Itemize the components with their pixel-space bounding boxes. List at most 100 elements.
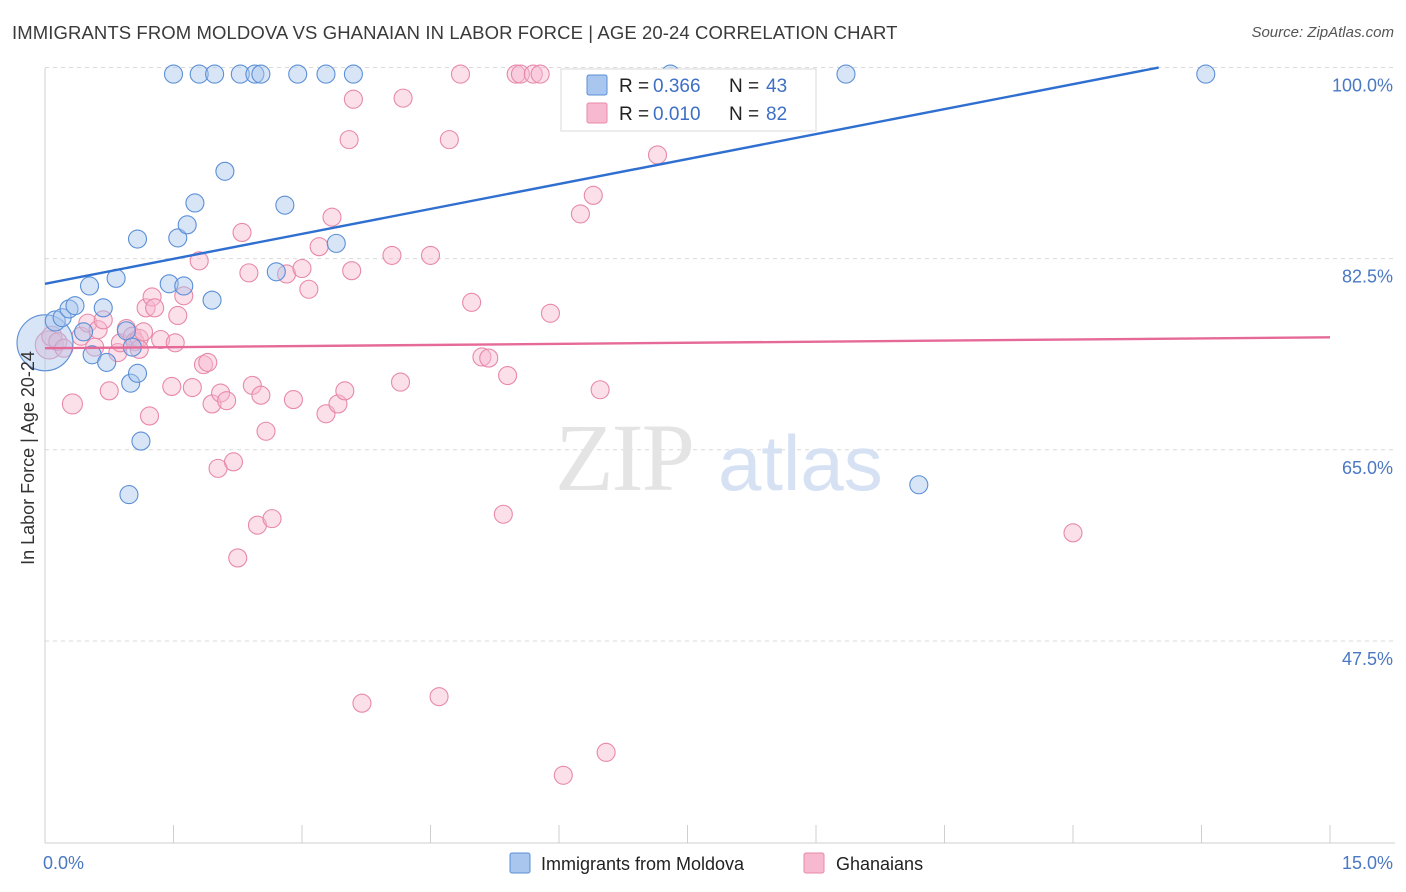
moldova-trend-line [44, 66, 1159, 285]
ghanaian-point [439, 130, 459, 150]
ghanaian-point [162, 376, 182, 397]
moldova-point [185, 193, 205, 213]
ghanaian-point [530, 64, 550, 84]
ghanaian-point [393, 88, 413, 108]
moldova-point [316, 64, 336, 84]
legend-r-value-2: 0.010 [653, 104, 701, 125]
ghanaian-point [133, 322, 154, 342]
watermark-atlas: atlas [718, 419, 883, 507]
moldova-point [159, 274, 179, 294]
moldova-point [131, 431, 151, 451]
moldova-point [127, 229, 148, 249]
series-legend-blue-swatch [509, 852, 531, 874]
trend-lines [44, 66, 1331, 350]
legend-blue-swatch [586, 74, 608, 96]
ghanaian-point [309, 237, 329, 257]
chart-source: Source: ZipAtlas.com [1251, 24, 1394, 41]
ghanaian-point [168, 305, 188, 326]
chart-title: IMMIGRANTS FROM MOLDOVA VS GHANAIAN IN L… [12, 22, 898, 43]
watermark: ZIP atlas [555, 404, 883, 511]
ghanaian-point [78, 313, 98, 333]
legend-r-label-1: R = [619, 76, 649, 97]
ghanaian-point [570, 204, 590, 224]
ghanaian-point [506, 64, 526, 84]
moldova-point [177, 215, 197, 235]
ghanaian-point [590, 380, 610, 400]
moldova-point [174, 276, 194, 296]
moldova-point [245, 64, 265, 84]
ghanaian-point [498, 365, 518, 386]
ghanaian-point [256, 421, 276, 441]
ghanaian-point [540, 303, 560, 323]
axes [44, 68, 1395, 844]
moldova-points [16, 64, 1216, 505]
ghanaian-point [352, 693, 372, 713]
stats-legend: R = 0.366 N = 43 R = 0.010 N = 82 [560, 68, 817, 132]
ghanaian-point [61, 393, 83, 415]
ghanaian-point [189, 251, 209, 271]
series-legend-ghanaians: Ghanaians [836, 854, 923, 874]
ghanaian-point [322, 207, 342, 227]
y-tick-label: 47.5% [1342, 649, 1393, 669]
legend-n-label-2: N = [729, 104, 759, 125]
ghanaian-point [299, 279, 319, 299]
y-tick-label: 82.5% [1342, 267, 1393, 287]
ghanaian-point [292, 258, 312, 279]
ghanaian-point [479, 348, 499, 368]
ghanaian-point [151, 329, 171, 350]
ghanaian-point [139, 406, 160, 426]
y-axis-title: In Labor Force | Age 20-24 [18, 351, 38, 565]
moldova-point [266, 262, 286, 282]
moldova-point [121, 373, 141, 393]
moldova-point [288, 64, 308, 84]
ghanaian-point [335, 381, 355, 401]
moldova-point [93, 298, 113, 318]
moldova-point [119, 485, 139, 505]
ghanaian-point [88, 320, 108, 340]
ghanaian-point [217, 391, 237, 411]
ghanaian-point [129, 339, 149, 359]
ghanaian-point [182, 378, 202, 398]
ghanaian-point [420, 245, 441, 265]
ghanaian-point [228, 548, 248, 568]
y-tick-label: 65.0% [1342, 458, 1393, 478]
moldova-point [215, 161, 235, 181]
ghanaian-point [251, 385, 271, 405]
ghanaian-point [553, 765, 573, 785]
moldova-point [127, 363, 148, 383]
ghanaian-point [211, 383, 231, 403]
ghanaian-point [382, 245, 402, 265]
moldova-point [343, 64, 363, 84]
ghanaian-point [342, 261, 362, 281]
ghanaian-point [472, 347, 492, 367]
moldova-point [326, 233, 346, 253]
moldova-point [1196, 64, 1216, 84]
series-legend-moldova: Immigrants from Moldova [541, 854, 745, 874]
ghanaian-point [493, 504, 513, 524]
moldova-point [205, 64, 225, 84]
grid-lines [45, 67, 1395, 642]
legend-n-value-1: 43 [766, 76, 787, 97]
ghanaian-point [223, 452, 244, 472]
ghanaian-point [239, 263, 259, 283]
moldova-point [59, 299, 79, 319]
x-tick-label-min: 0.0% [43, 853, 84, 873]
moldova-point [202, 290, 222, 310]
watermark-zip: ZIP [555, 404, 693, 511]
legend-pink-swatch [586, 102, 608, 124]
moldova-point [74, 322, 94, 342]
legend-n-value-2: 82 [766, 104, 787, 125]
moldova-point [16, 314, 74, 372]
ghanaian-point [343, 89, 363, 109]
ghanaian-point [262, 509, 282, 529]
y-tick-labels: 47.5% 65.0% 82.5% 100.0% [1332, 76, 1393, 669]
ghanaian-point [232, 222, 252, 243]
moldova-point [275, 195, 295, 215]
y-tick-label: 100.0% [1332, 76, 1393, 96]
ghanaian-trend-line [44, 336, 1331, 350]
ghanaian-point [390, 372, 411, 392]
moldova-point [116, 321, 136, 341]
ghanaian-point [99, 381, 119, 401]
x-tick-labels: 0.0% 15.0% [43, 853, 1393, 873]
ghanaian-point [523, 64, 543, 84]
